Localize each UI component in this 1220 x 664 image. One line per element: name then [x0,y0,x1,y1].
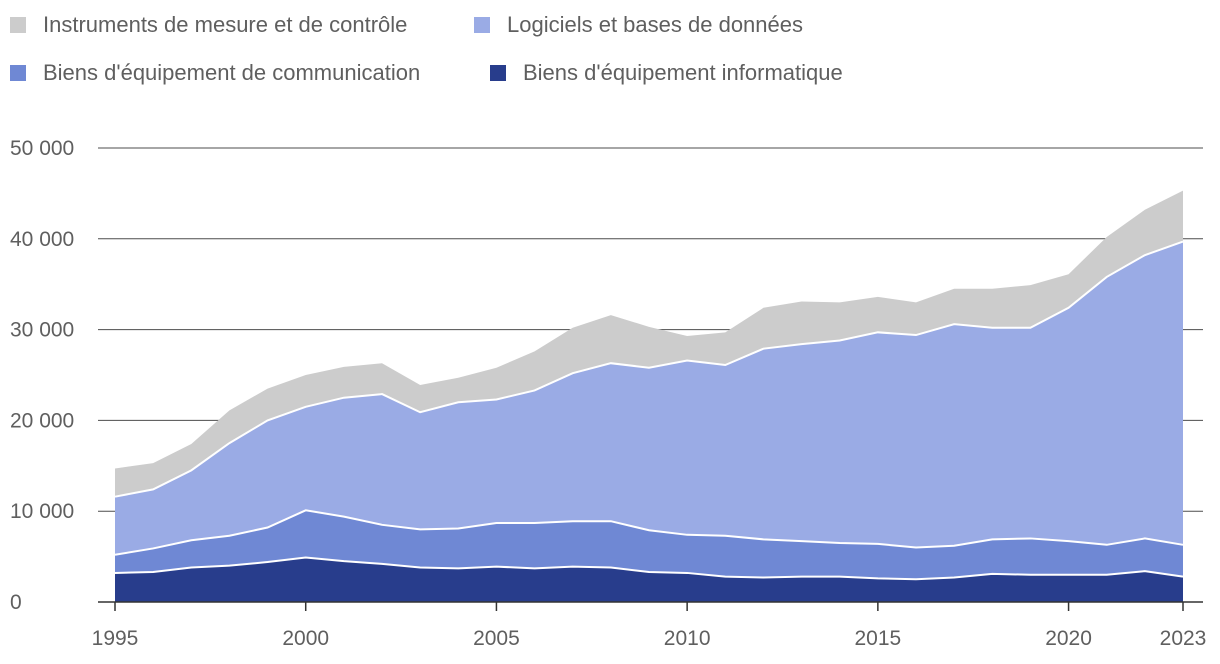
legend-label-instruments: Instruments de mesure et de contrôle [43,12,408,37]
legend-item-logiciels: Logiciels et bases de données [474,12,803,38]
legend-swatch-instruments [10,17,26,33]
legend-label-communication: Biens d'équipement de communication [43,60,421,85]
area-boundary-1 [114,509,1184,556]
legend-swatch-logiciels [474,17,490,33]
x-tick-label: 2005 [473,627,520,650]
axes: 0 10 000 20 000 30 000 40 000 50 000 1995 2000 2… [10,137,1206,650]
legend: Instruments de mesure et de contrôle Log… [10,10,1210,100]
area-series [114,190,1184,602]
y-tick-label: 0 [10,591,22,614]
legend-swatch-communication [10,65,26,81]
x-tick-label: 2010 [664,627,711,650]
area-series-1 [115,510,1183,580]
y-tick-label: 10 000 [10,500,74,523]
y-tick-label: 50 000 [10,137,74,160]
legend-label-informatique: Biens d'équipement informatique [523,60,843,85]
area-series-3 [115,190,1183,497]
area-series-0 [115,557,1183,602]
area-series-2 [115,241,1183,555]
legend-item-communication: Biens d'équipement de communication [10,60,420,86]
legend-label-logiciels: Logiciels et bases de données [507,12,803,37]
y-tick-label: 40 000 [10,228,74,251]
x-tick-label: 2023 [1160,627,1207,650]
legend-swatch-informatique [490,65,506,81]
area-boundary-0 [114,556,1184,581]
y-tick-label: 20 000 [10,409,74,432]
x-tick-label: 2000 [282,627,329,650]
x-tick-label: 2015 [854,627,901,650]
legend-item-instruments: Instruments de mesure et de contrôle [10,12,407,38]
x-tick-label: 2020 [1045,627,1092,650]
legend-item-informatique: Biens d'équipement informatique [490,60,843,86]
x-tick-label: 1995 [92,627,139,650]
area-boundary-2 [114,240,1184,498]
y-tick-label: 30 000 [10,319,74,342]
